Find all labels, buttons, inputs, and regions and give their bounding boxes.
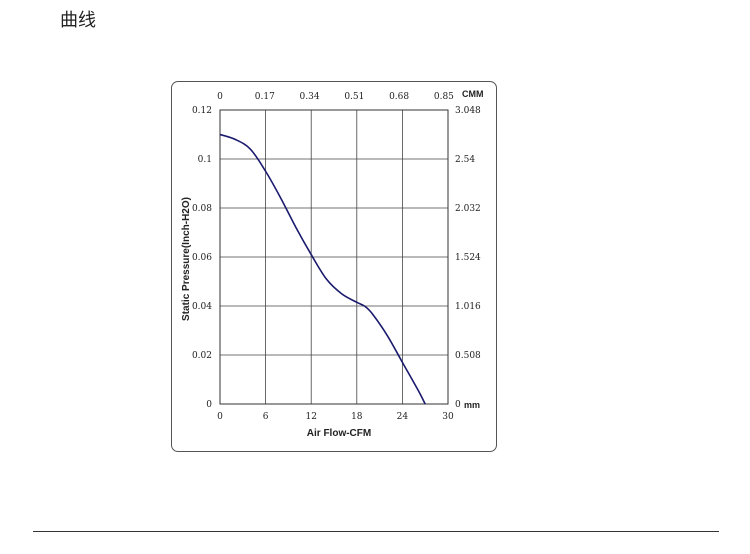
top-tick-label: 0.17 [255,92,275,102]
x-tick-label: 6 [263,412,269,422]
x-axis-ticks: 0 6 12 18 24 30 [217,412,454,422]
top-axis-ticks: 0 0.17 0.34 0.51 0.68 0.85 [217,92,454,102]
x-tick-label: 18 [351,412,363,422]
x-tick-label: 30 [442,412,454,422]
y-tick-label: 0.1 [198,155,212,165]
top-tick-label: 0.34 [300,92,320,102]
right-tick-label: 2.032 [455,204,481,214]
x-tick-label: 12 [305,412,316,422]
y-tick-label: 0.06 [192,253,212,263]
y-axis-ticks: 0 0.02 0.04 0.06 0.08 0.1 0.12 [192,106,212,410]
top-tick-label: 0 [217,92,223,102]
plot-area-border [219,109,449,405]
right-tick-label: 0.508 [455,351,481,361]
bottom-divider [33,531,719,532]
x-tick-label: 0 [217,412,223,422]
y-tick-label: 0.12 [192,106,212,116]
top-tick-label: 0.68 [389,92,409,102]
top-axis-unit: CMM [462,89,484,99]
x-tick-label: 24 [397,412,409,422]
top-tick-label: 0.85 [434,92,454,102]
right-axis-unit: mm [464,400,480,410]
y-axis-title: Static Pressure(Inch-H2O) [181,197,192,321]
top-tick-label: 0.51 [344,92,364,102]
right-tick-label: 1.016 [455,302,481,312]
page-heading: 曲线 [60,10,96,31]
right-tick-label: 1.524 [455,253,481,263]
y-tick-label: 0.04 [192,302,212,312]
right-axis-ticks: 0 0.508 1.016 1.524 2.032 2.54 3.048 [455,106,481,410]
y-tick-label: 0.02 [192,351,212,361]
right-tick-label: 3.048 [455,106,481,116]
pressure-curve [219,133,426,405]
y-tick-label: 0.08 [192,204,212,214]
right-tick-label: 0 [455,400,461,410]
chart-frame [171,81,497,452]
y-tick-label: 0 [206,400,212,410]
right-tick-label: 2.54 [455,155,475,165]
x-axis-title: Air Flow-CFM [307,428,371,439]
